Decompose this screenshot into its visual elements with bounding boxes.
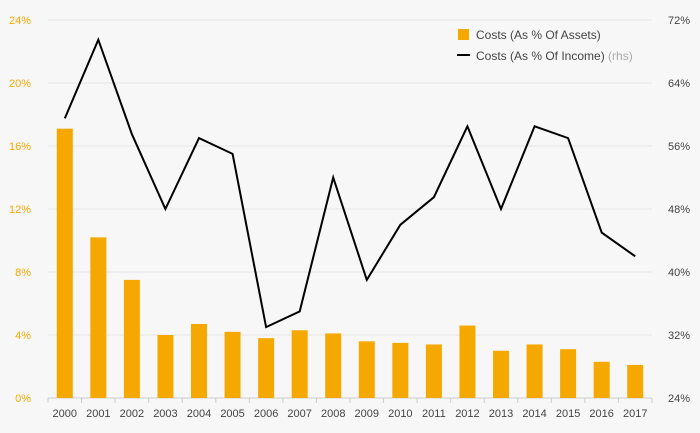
left-tick-label: 0% xyxy=(15,393,31,405)
bar xyxy=(526,344,543,398)
left-tick-label: 16% xyxy=(9,141,31,153)
x-tick-label: 2005 xyxy=(220,408,244,420)
bar xyxy=(459,325,476,398)
left-tick-label: 20% xyxy=(9,78,31,90)
right-tick-label: 48% xyxy=(668,204,690,216)
bar xyxy=(123,279,140,398)
bar xyxy=(90,237,107,398)
bar xyxy=(425,344,442,398)
bar xyxy=(291,330,308,398)
x-tick-label: 2017 xyxy=(623,408,647,420)
x-tick-label: 2011 xyxy=(422,408,446,420)
bar xyxy=(157,335,174,398)
left-tick-label: 24% xyxy=(9,15,31,27)
right-tick-label: 56% xyxy=(668,141,690,153)
bar xyxy=(191,323,207,398)
bar xyxy=(560,349,577,398)
legend: Costs (As % Of Assets) Costs (As % Of In… xyxy=(457,28,633,63)
x-tick-label: 2012 xyxy=(455,408,479,420)
gridlines xyxy=(48,19,652,399)
x-tick-label: 2000 xyxy=(53,408,77,420)
x-tick-label: 2007 xyxy=(287,408,311,420)
line-path xyxy=(63,36,636,329)
x-tick-label: 2003 xyxy=(153,408,177,420)
left-tick-label: 8% xyxy=(15,267,31,279)
bar-series xyxy=(56,128,644,399)
bar xyxy=(493,350,509,398)
legend-bar-label: Costs (As % Of Assets) xyxy=(476,28,601,42)
x-tick-label: 2004 xyxy=(187,408,211,420)
left-tick-label: 12% xyxy=(9,204,31,216)
legend-rhs-suffix: (rhs) xyxy=(608,49,633,63)
bar xyxy=(258,338,275,398)
bar xyxy=(627,364,644,398)
bar xyxy=(392,342,409,398)
bar xyxy=(593,361,610,398)
x-tick-label: 2008 xyxy=(321,408,345,420)
line-series xyxy=(63,36,636,329)
bar xyxy=(56,128,73,399)
legend-bar-swatch xyxy=(458,29,469,40)
right-tick-label: 24% xyxy=(668,393,690,405)
bar xyxy=(358,341,375,398)
x-axis: 2000 2001 2002 2003 2004 2005 2006 2007 2008 2009… xyxy=(47,398,653,420)
x-tick-label: 2002 xyxy=(120,408,144,420)
x-tick-label: 2006 xyxy=(254,408,278,420)
left-axis: 0% 4% 8% 12% 16% 20% 24% xyxy=(9,15,31,405)
x-tick-label: 2001 xyxy=(86,408,110,420)
right-tick-label: 32% xyxy=(668,330,690,342)
x-tick-label: 2016 xyxy=(589,408,613,420)
right-tick-label: 72% xyxy=(668,15,690,27)
x-tick-label: 2009 xyxy=(355,408,379,420)
bar xyxy=(325,333,342,398)
right-tick-label: 40% xyxy=(668,267,690,279)
x-tick-label: 2013 xyxy=(489,408,513,420)
x-tick-label: 2015 xyxy=(556,408,580,420)
left-tick-label: 4% xyxy=(15,330,31,342)
x-tick-label: 2014 xyxy=(522,408,546,420)
legend-line-label: Costs (As % Of Income) (rhs) xyxy=(476,49,633,63)
x-tick-label: 2010 xyxy=(388,408,412,420)
right-tick-label: 64% xyxy=(668,78,690,90)
bar xyxy=(224,331,241,398)
right-axis: 24% 32% 40% 48% 56% 64% 72% xyxy=(668,15,690,405)
legend-line-text: Costs (As % Of Income) xyxy=(476,49,605,63)
